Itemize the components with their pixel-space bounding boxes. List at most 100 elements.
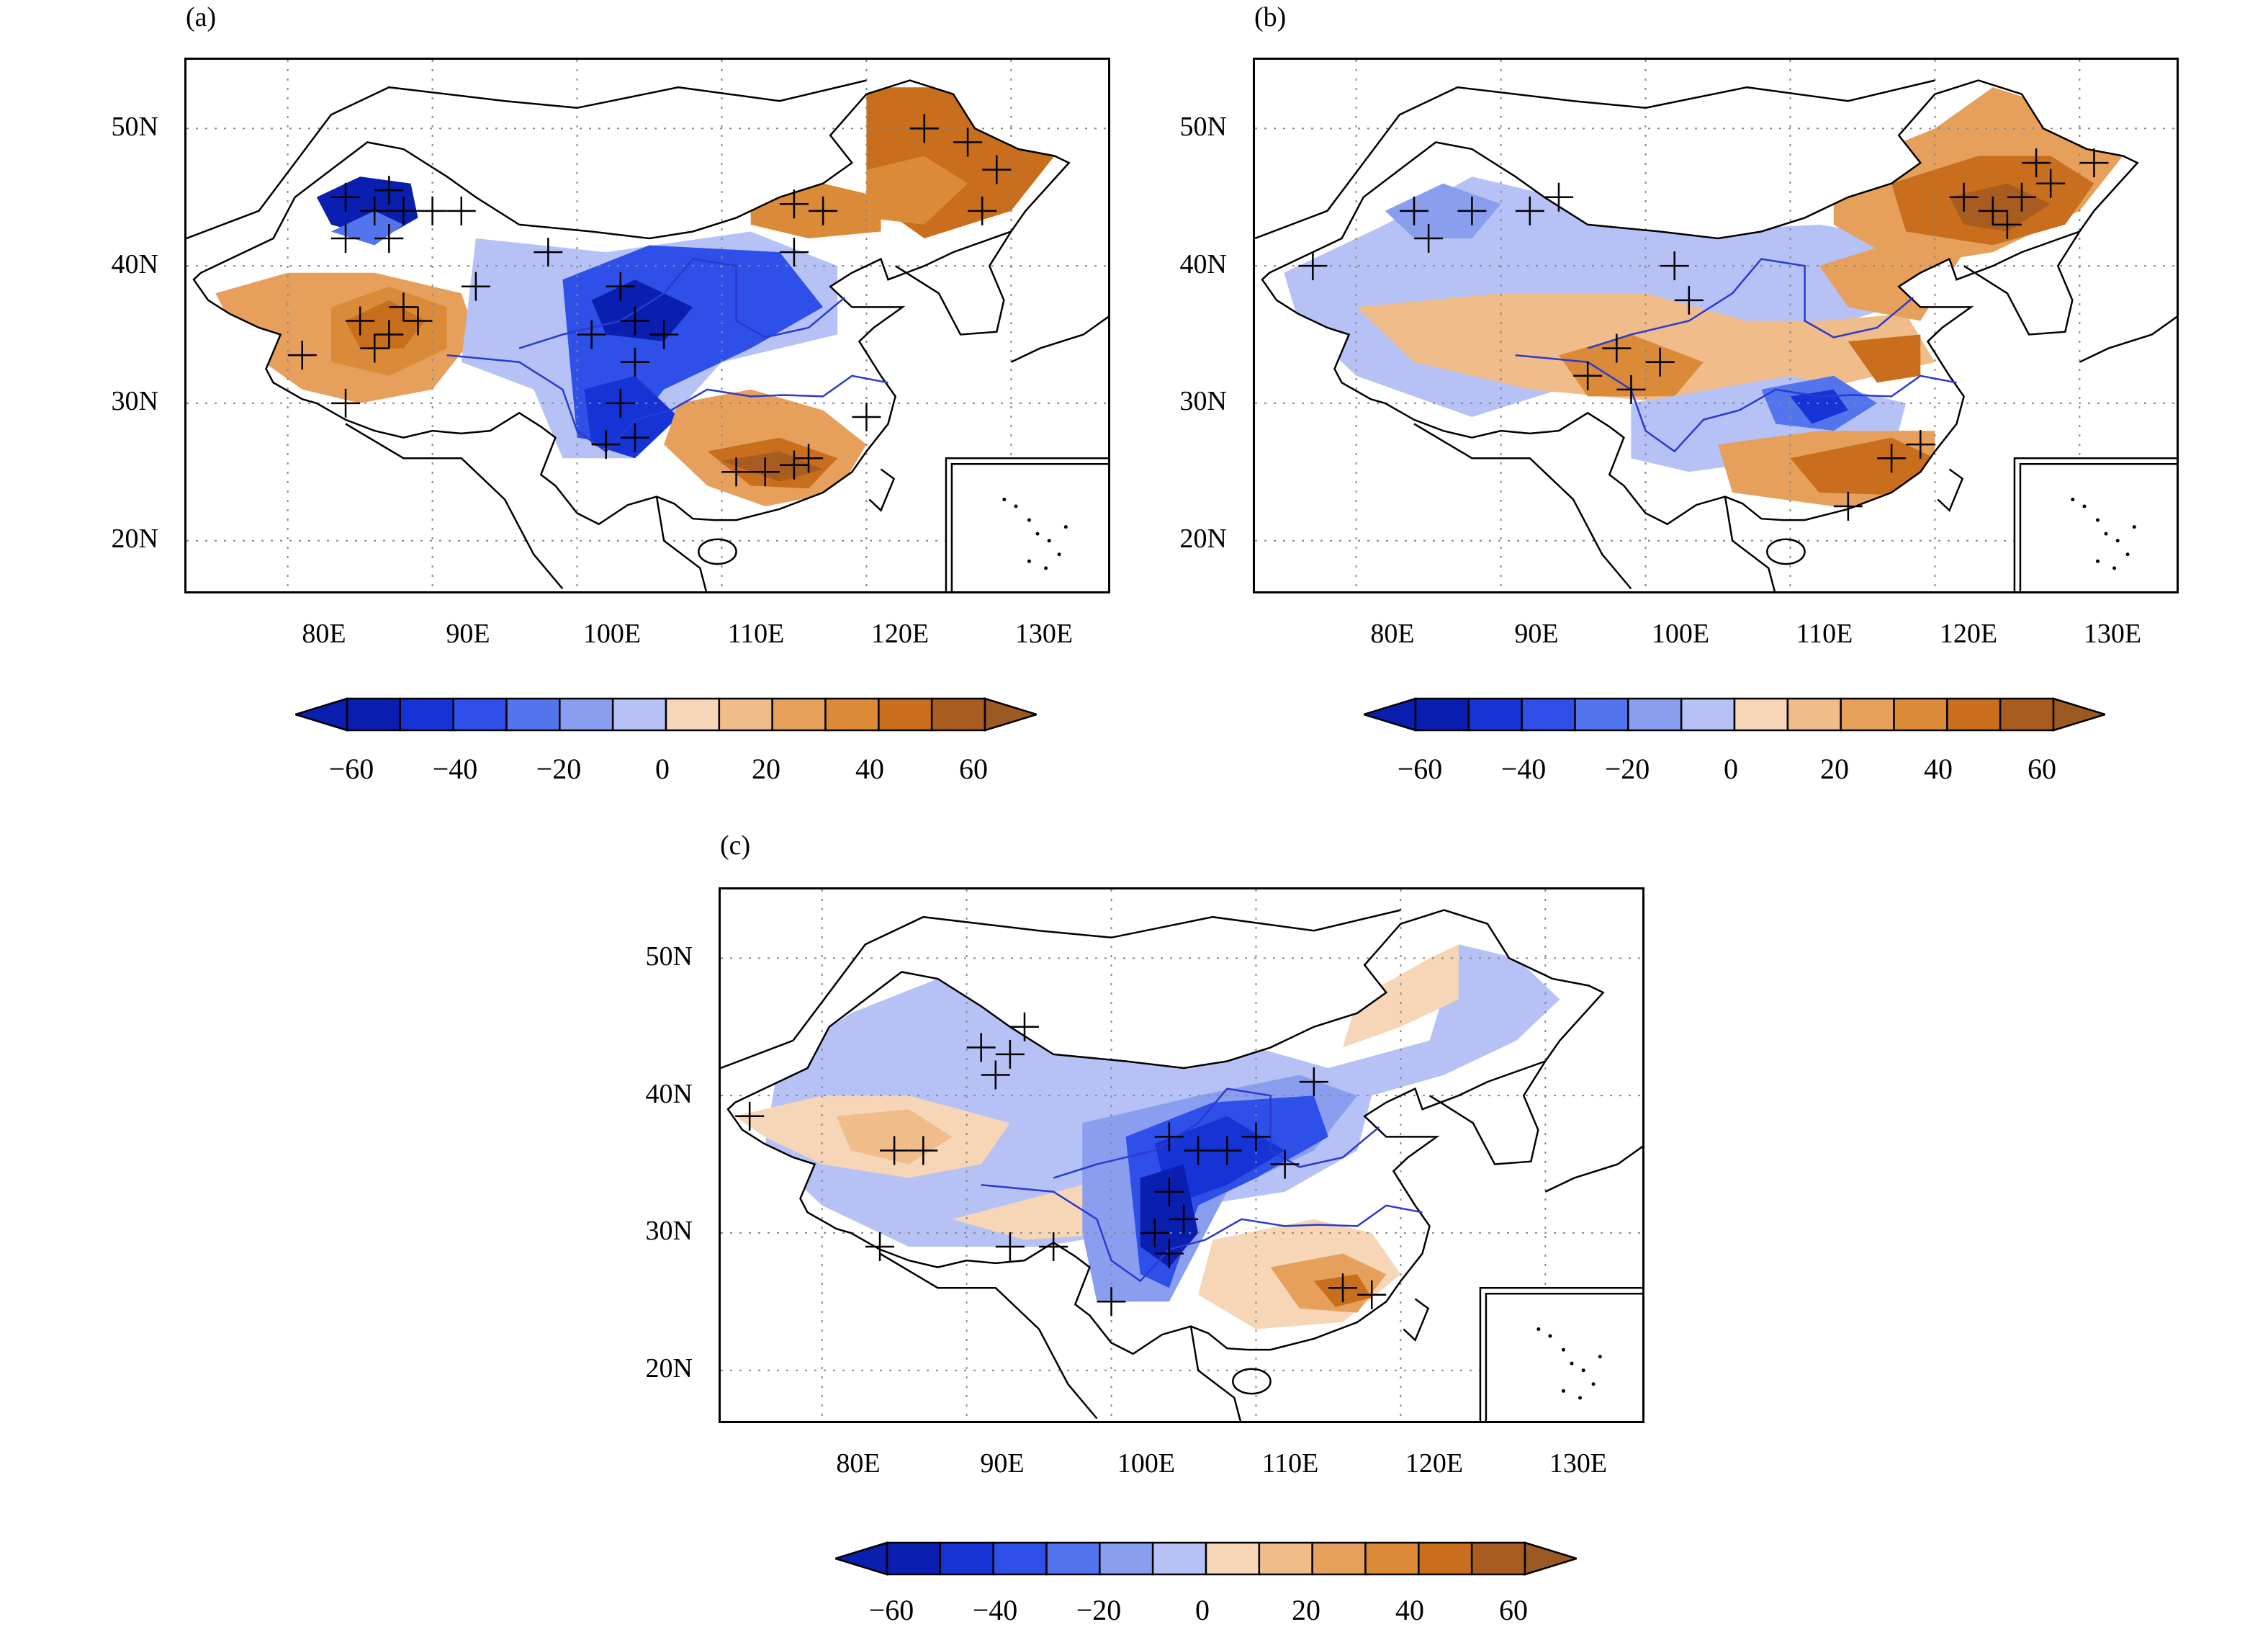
significance-cross-a-23 <box>591 430 621 459</box>
vietnam-coast-a <box>655 496 708 591</box>
significance-cross-a-13 <box>287 341 317 370</box>
inset-island-c-8 <box>1598 1355 1602 1359</box>
significance-cross-a-15 <box>461 272 490 301</box>
yellow-river-c <box>1053 1088 1380 1179</box>
lon-tick-c-80: 80E <box>836 1448 881 1479</box>
anomaly-patch-b-8 <box>1790 389 1848 424</box>
anomaly-field-b <box>1284 87 2123 506</box>
significance-cross-c-1 <box>995 1039 1025 1069</box>
colorbar-b-swatch-5 <box>1680 697 1736 732</box>
significance-cross-a-34 <box>982 155 1012 184</box>
china-border-a <box>192 79 1071 526</box>
cbar-a-label-3: 0 <box>655 753 670 785</box>
anomaly-patch-a-7 <box>591 279 693 342</box>
significance-cross-b-5 <box>1544 182 1573 212</box>
inset-inner-frame-c <box>1485 1292 1642 1421</box>
inset-island-b-7 <box>2095 559 2100 563</box>
significance-cross-c-0 <box>966 1033 996 1062</box>
china-border-b <box>1261 79 2139 526</box>
inset-island-a-4 <box>1047 539 1051 543</box>
inset-island-b-6 <box>2112 566 2117 570</box>
significance-cross-a-17 <box>577 320 606 349</box>
lon-tick-a-80: 80E <box>302 619 346 649</box>
vietnam-coast-b <box>1724 496 1776 591</box>
cbar-b-label-3: 0 <box>1724 753 1738 785</box>
significance-cross-a-19 <box>620 306 649 336</box>
significance-cross-c-15 <box>1154 1177 1184 1206</box>
inset-frame-a <box>945 457 1108 591</box>
significance-cross-b-14 <box>2036 169 2066 198</box>
japan-coast-a <box>1010 315 1108 363</box>
significance-cross-c-6 <box>995 1232 1025 1261</box>
yellow-river-b <box>1587 258 1914 349</box>
significance-cross-a-24 <box>620 423 649 452</box>
colorbar-a-swatch-0 <box>346 697 402 732</box>
map-b <box>1253 58 2179 593</box>
colorbar-c-swatch-9 <box>1364 1541 1420 1576</box>
colorbar-a-swatch-10 <box>878 697 933 732</box>
korea-coast-a <box>894 230 1012 336</box>
significance-cross-c-3 <box>1009 1012 1039 1041</box>
cbar-c-label-6: 60 <box>1499 1594 1528 1626</box>
colorbar-b-swatch-7 <box>1786 697 1842 732</box>
cbar-c-label-5: 40 <box>1395 1594 1424 1626</box>
significance-cross-b-2 <box>1414 224 1444 253</box>
significance-cross-a-21 <box>620 347 649 377</box>
significance-cross-b-3 <box>1457 196 1487 225</box>
significance-cross-a-29 <box>779 238 809 267</box>
inset-island-a-5 <box>1057 552 1061 557</box>
inset-island-c-1 <box>1548 1334 1552 1338</box>
significance-cross-b-18 <box>2022 148 2051 178</box>
inset-island-c-4 <box>1581 1368 1585 1373</box>
colorbar-b-swatch-11 <box>1999 697 2055 732</box>
significance-cross-c-17 <box>1140 1218 1169 1247</box>
inset-island-c-5 <box>1591 1382 1596 1386</box>
hainan-island-a <box>698 538 737 565</box>
cbar-c-label-2: −20 <box>1076 1594 1122 1626</box>
significance-cross-a-31 <box>809 196 838 225</box>
anomaly-patch-c-3 <box>1343 944 1459 1048</box>
korea-coast-b <box>1963 230 2081 336</box>
yangtze-river-c <box>981 1183 1423 1283</box>
significance-markers-c <box>735 1012 1387 1317</box>
south-border-a <box>345 423 564 590</box>
panel-label-b: (b) <box>1254 2 1287 32</box>
japan-coast-c <box>1544 1145 1642 1193</box>
significance-cross-a-30 <box>779 189 809 219</box>
significance-cross-b-11 <box>1645 347 1675 377</box>
significance-cross-a-3 <box>389 196 418 225</box>
colorbar-c-swatch-10 <box>1418 1541 1473 1576</box>
cbar-a-label-5: 40 <box>855 753 884 785</box>
significance-cross-c-21 <box>735 1101 765 1131</box>
lat-tick-c-50: 50N <box>645 941 693 972</box>
significance-cross-a-10 <box>360 333 390 363</box>
significance-cross-c-22 <box>865 1232 895 1261</box>
cbar-a-label-1: −40 <box>432 753 478 785</box>
significance-cross-b-7 <box>1674 285 1704 315</box>
cbar-b-label-0: −60 <box>1397 753 1443 785</box>
significance-cross-b-19 <box>1877 444 1907 473</box>
colorbar-b-swatch-2 <box>1521 697 1576 732</box>
significance-cross-a-14 <box>331 388 361 418</box>
significance-cross-a-5 <box>446 196 476 225</box>
cbar-b-label-6: 60 <box>2028 753 2056 785</box>
colorbar-c-swatch-4 <box>1099 1541 1154 1576</box>
significance-cross-b-17 <box>1992 210 2022 239</box>
colorbar-c-swatch-6 <box>1205 1541 1261 1576</box>
significance-cross-b-8 <box>1602 333 1632 363</box>
panel-label-c: (c) <box>720 830 751 861</box>
inset-islands-b <box>2071 497 2136 570</box>
lon-tick-b-80: 80E <box>1370 619 1415 649</box>
lon-tick-a-130: 130E <box>1014 619 1074 649</box>
colorbar-c-swatch-5 <box>1151 1541 1207 1576</box>
colorbar-a-swatch-8 <box>771 697 827 732</box>
significance-cross-c-2 <box>981 1060 1010 1090</box>
significance-cross-a-36 <box>852 403 881 431</box>
colorbar-b <box>1360 697 2109 732</box>
significance-cross-a-7 <box>374 224 404 253</box>
map-svg-a <box>186 60 1108 591</box>
lon-tick-c-130: 130E <box>1549 1448 1608 1479</box>
inset-islands-c <box>1536 1327 1602 1400</box>
significance-cross-a-22 <box>606 388 635 418</box>
colorbar-b-swatch-6 <box>1733 697 1789 732</box>
